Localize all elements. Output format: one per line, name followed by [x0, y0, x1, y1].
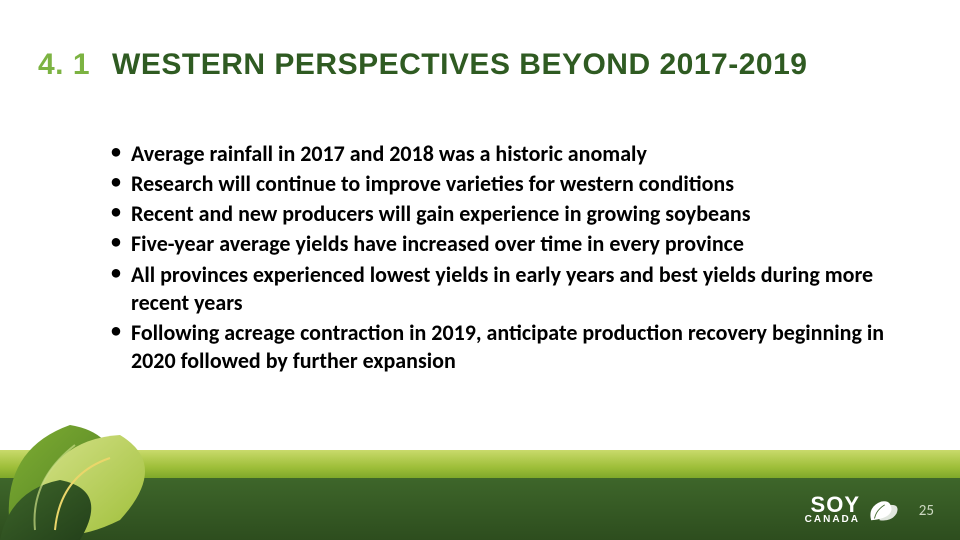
logo-text-top: SOY: [811, 495, 860, 515]
bullet-item: Five-year average yields have increased …: [105, 230, 920, 258]
slide-title: WESTERN PERSPECTIVES BEYOND 2017-2019: [112, 48, 807, 82]
bullet-list: Average rainfall in 2017 and 2018 was a …: [105, 140, 920, 377]
bullet-item: Average rainfall in 2017 and 2018 was a …: [105, 140, 920, 168]
slide: 4. 1 WESTERN PERSPECTIVES BEYOND 2017-20…: [0, 0, 960, 540]
brand-logo: SOY CANADA: [805, 495, 900, 524]
title-row: 4. 1 WESTERN PERSPECTIVES BEYOND 2017-20…: [38, 48, 930, 82]
leaf-cluster-icon: [0, 380, 200, 540]
page-number: 25: [919, 502, 934, 520]
section-number: 4. 1: [38, 48, 90, 82]
footer: SOY CANADA 25: [0, 420, 960, 540]
bullet-item: All provinces experienced lowest yields …: [105, 261, 920, 317]
bullet-item: Following acreage contraction in 2019, a…: [105, 319, 920, 375]
logo-leaf-icon: [866, 496, 900, 524]
bullet-item: Recent and new producers will gain exper…: [105, 200, 920, 228]
logo-text-bottom: CANADA: [805, 515, 860, 524]
bullet-item: Research will continue to improve variet…: [105, 170, 920, 198]
